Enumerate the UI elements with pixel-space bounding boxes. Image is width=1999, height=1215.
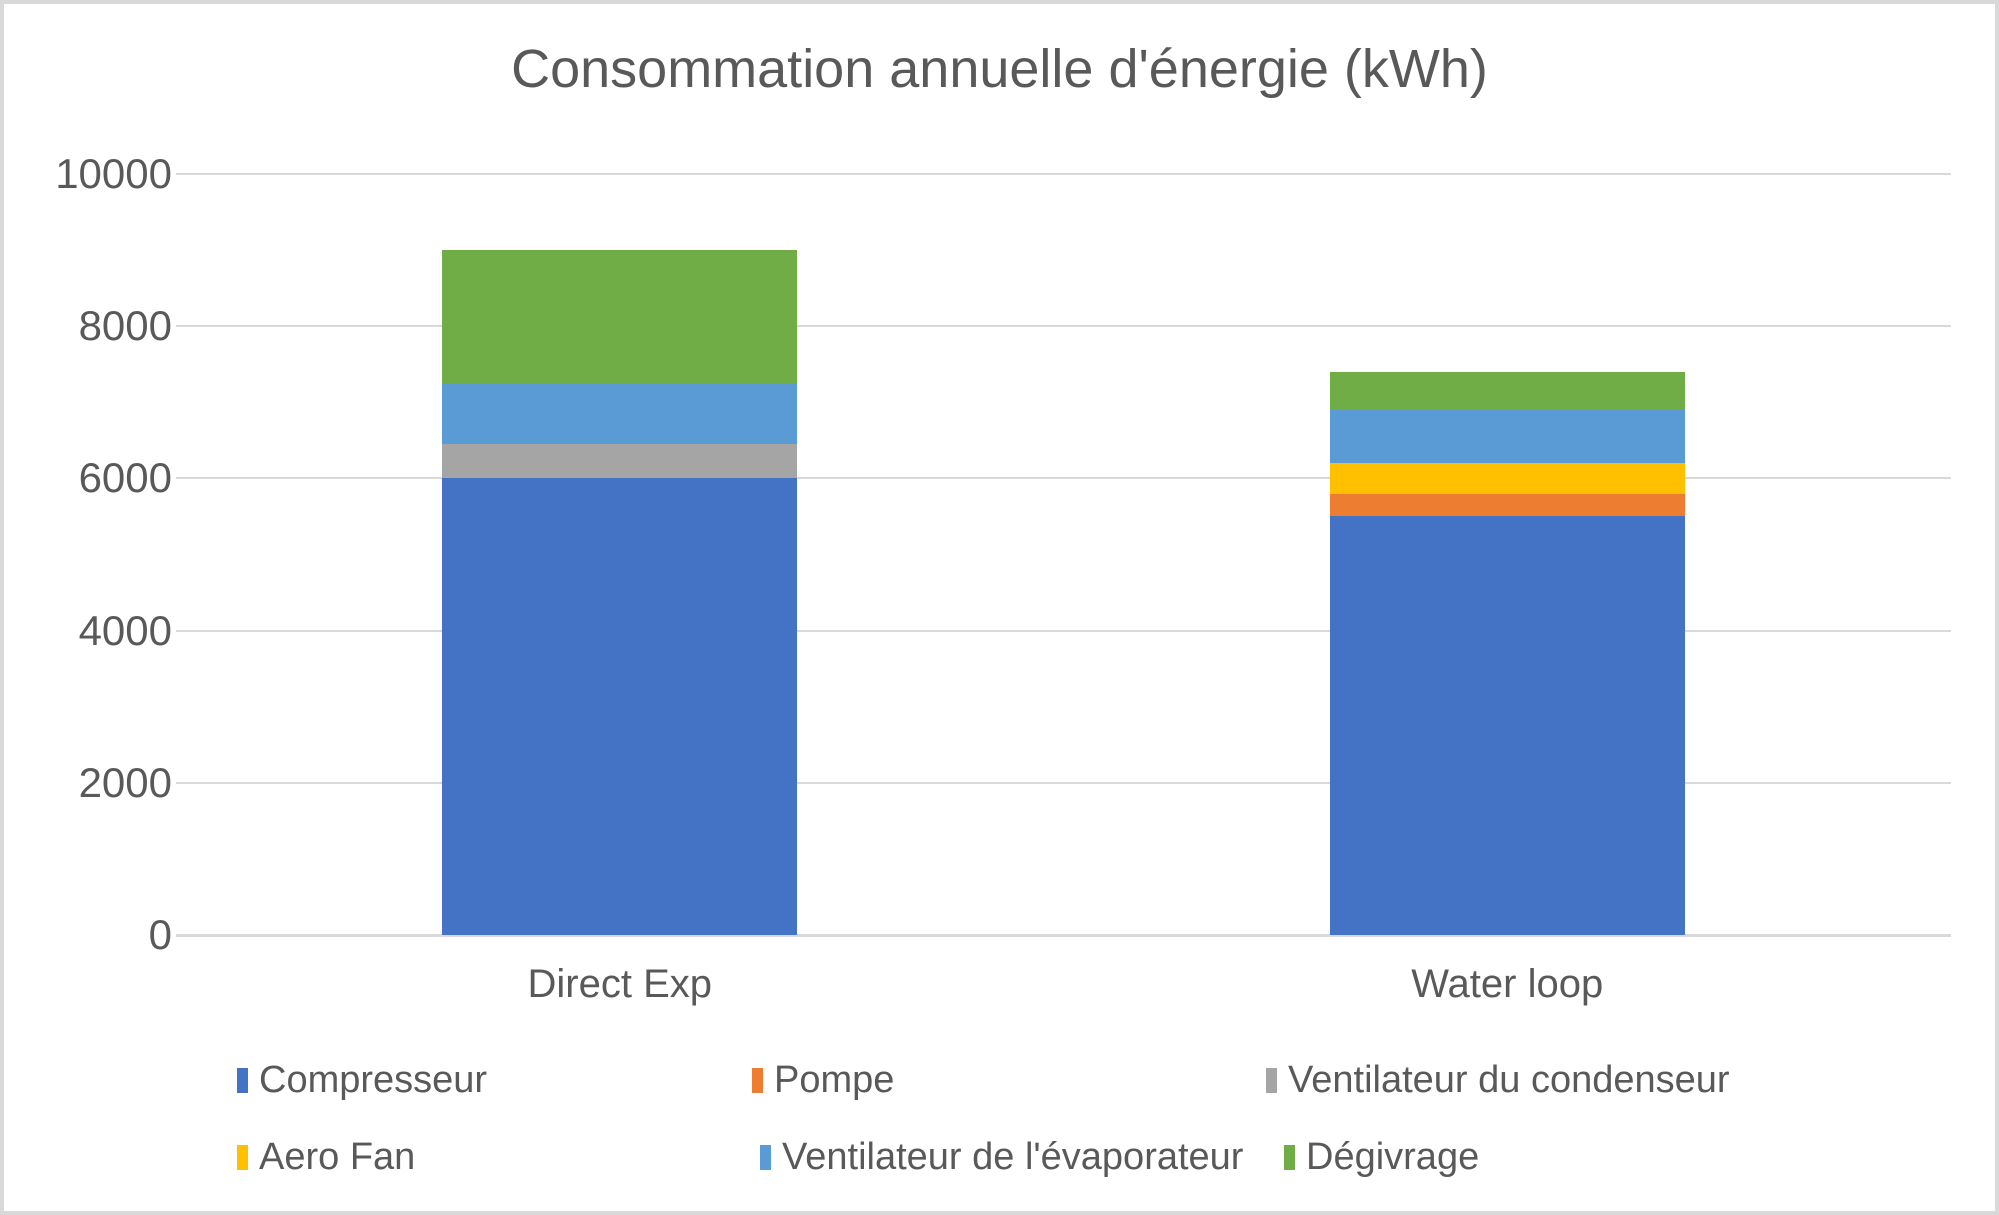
legend-swatch-aero-fan (237, 1144, 248, 1170)
chart-title: Consommation annuelle d'énergie (kWh) (511, 39, 1488, 99)
legend-label-compresseur: Compresseur (259, 1059, 488, 1101)
bar-segment-ventilateur-du-condenseur (442, 444, 798, 479)
legend-swatch-pompe (752, 1067, 763, 1093)
legend-item-ventilateur-du-condenseur: Ventilateur du condenseur (1266, 1057, 1730, 1103)
gridline-2000 (176, 781, 1951, 784)
bar-segment-aero-fan (1329, 463, 1685, 494)
legend-swatch-ventilateur-du-condenseur (1266, 1067, 1277, 1093)
legend-item-degivrage: Dégivrage (1284, 1134, 1479, 1180)
legend-swatch-compresseur (237, 1067, 248, 1093)
y-tick-label-4000: 4000 (78, 606, 172, 654)
category-label-direct-exp: Direct Exp (527, 962, 713, 1006)
legend-swatch-ventilateur-de-levaporateur (760, 1144, 771, 1170)
legend-label-ventilateur-de-levaporateur: Ventilateur de l'évaporateur (782, 1136, 1244, 1178)
bar-segment-degivrage (442, 250, 798, 384)
legend-label-ventilateur-du-condenseur: Ventilateur du condenseur (1288, 1059, 1730, 1101)
bar-segment-compresseur (1329, 516, 1685, 935)
bar-segment-compresseur (442, 478, 798, 935)
category-label-water-loop: Water loop (1411, 962, 1604, 1006)
gridline-6000 (176, 477, 1951, 480)
gridline-8000 (176, 325, 1951, 328)
gridline-10000 (176, 173, 1951, 175)
x-axis-line (176, 934, 1951, 937)
y-tick-label-0: 0 (148, 911, 172, 958)
legend-label-aero-fan: Aero Fan (259, 1136, 416, 1178)
y-tick-label-10000: 10000 (55, 150, 172, 197)
y-tick-label-6000: 6000 (78, 454, 172, 502)
y-tick-label-8000: 8000 (78, 302, 172, 350)
bar-segment-degivrage (1329, 371, 1685, 410)
bar-segment-ventilateur-de-levaporateur (1329, 409, 1685, 464)
legend-label-pompe: Pompe (774, 1059, 895, 1101)
legend-item-compresseur: Compresseur (237, 1057, 487, 1103)
gridline-4000 (176, 629, 1951, 632)
y-tick-label-2000: 2000 (78, 758, 172, 806)
legend-swatch-degivrage (1284, 1144, 1295, 1170)
legend-item-aero-fan: Aero Fan (237, 1134, 415, 1180)
legend-label-degivrage: Dégivrage (1306, 1136, 1480, 1178)
legend-item-ventilateur-de-levaporateur: Ventilateur de l'évaporateur (760, 1134, 1243, 1180)
legend-item-pompe: Pompe (752, 1057, 894, 1103)
bar-segment-ventilateur-de-levaporateur (442, 383, 798, 445)
bar-segment-pompe (1329, 493, 1685, 517)
